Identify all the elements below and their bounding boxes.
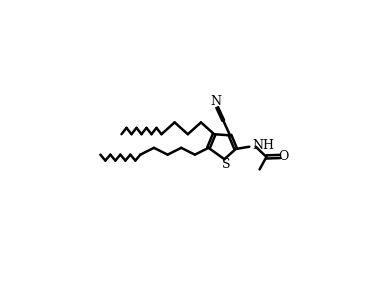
Text: N: N	[211, 95, 222, 108]
Text: O: O	[279, 150, 289, 163]
Text: NH: NH	[252, 139, 274, 152]
Text: S: S	[222, 158, 231, 171]
